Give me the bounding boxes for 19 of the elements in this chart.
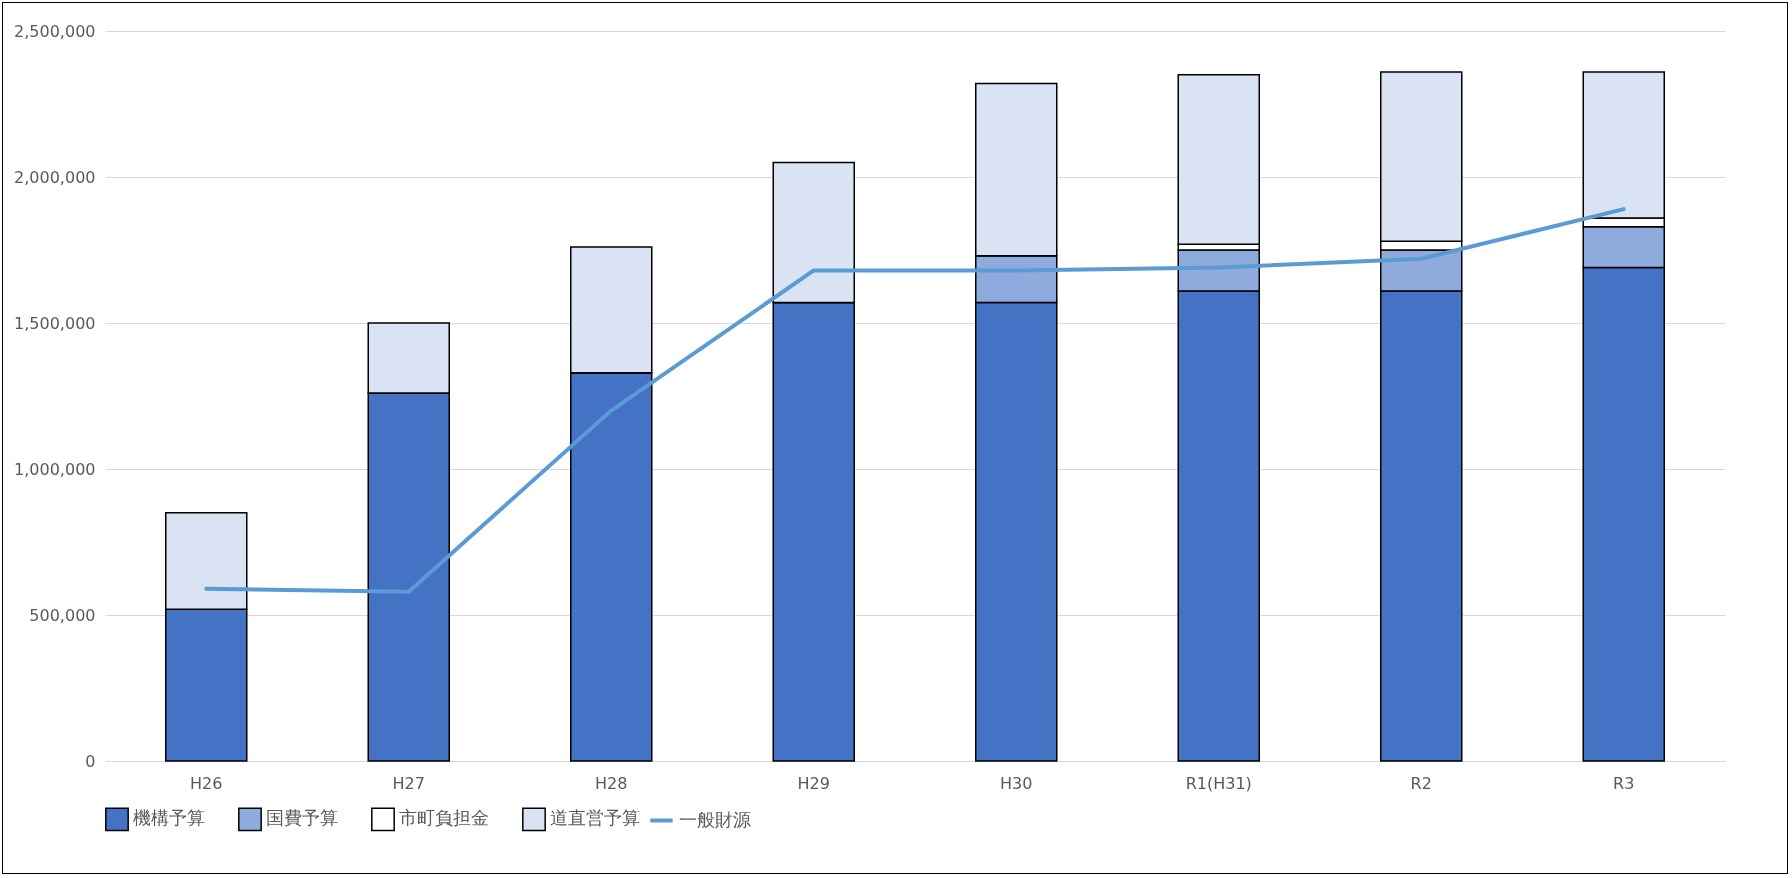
y-tick-label: 1,000,000 [14,459,96,479]
legend-label: 一般財源 [679,808,751,830]
x-tick-label: H28 [595,773,628,793]
x-tick-label: H26 [190,773,223,793]
y-tick-label: 0 [85,751,96,771]
legend-label: 機構予算 [133,807,205,829]
x-tick-label: H27 [392,773,425,793]
legend-label: 国費予算 [266,807,338,829]
x-tick-label: R2 [1410,773,1432,793]
y-tick-label: 2,500,000 [14,21,96,41]
legend-label: 道直営予算 [550,807,640,829]
y-tick-label: 500,000 [29,605,96,625]
y-tick-label: 2,000,000 [14,167,96,187]
y-tick-label: 1,500,000 [14,313,96,333]
x-tick-label: R1(H31) [1185,773,1252,793]
x-tick-label: R3 [1613,773,1635,793]
x-tick-label: H30 [1000,773,1033,793]
x-tick-label: H29 [797,773,830,793]
legend-label: 市町負担金 [399,807,489,829]
